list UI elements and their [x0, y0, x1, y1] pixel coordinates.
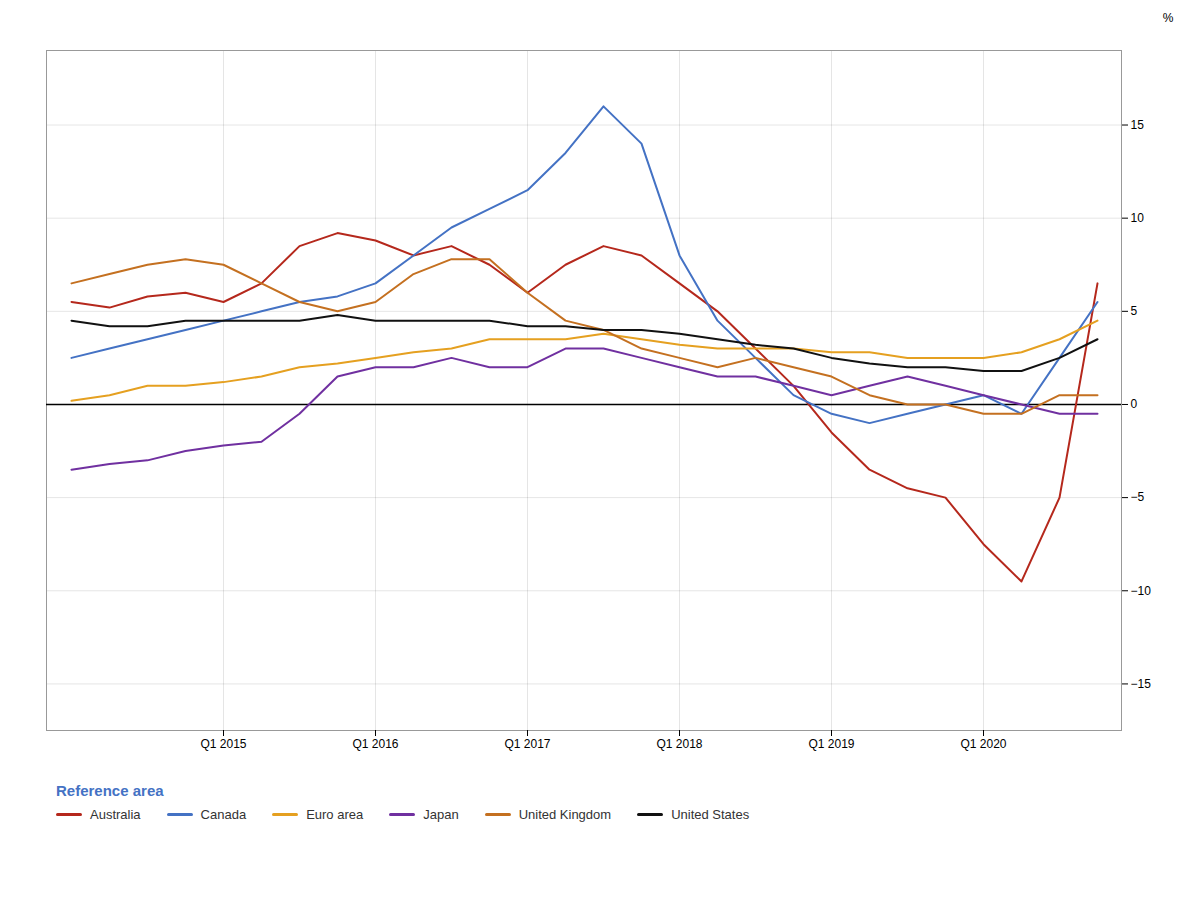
html-text:Euro area: Euro area — [306, 807, 364, 822]
svg-text:Q1 2015: Q1 2015 — [200, 737, 246, 751]
svg-text:5: 5 — [1131, 304, 1138, 318]
html-text:Australia: Australia — [90, 807, 141, 822]
svg-text:10: 10 — [1131, 211, 1145, 225]
svg-text:−15: −15 — [1131, 677, 1152, 691]
svg-text:−10: −10 — [1131, 584, 1152, 598]
svg-text:Q1 2018: Q1 2018 — [656, 737, 702, 751]
html-text:Reference area: Reference area — [56, 782, 164, 799]
svg-text:−5: −5 — [1131, 490, 1145, 504]
html-text:United States: United States — [671, 807, 750, 822]
svg-text:Q1 2016: Q1 2016 — [352, 737, 398, 751]
html-text:Canada: Canada — [200, 807, 247, 822]
svg-text:Q1 2019: Q1 2019 — [808, 737, 854, 751]
svg-text:0: 0 — [1131, 397, 1138, 411]
html-text:United Kingdom: United Kingdom — [518, 807, 612, 822]
html-text:Japan: Japan — [423, 807, 459, 822]
svg-text:%: % — [1163, 11, 1174, 25]
svg-text:Q1 2017: Q1 2017 — [504, 737, 550, 751]
svg-text:Q1 2020: Q1 2020 — [960, 737, 1006, 751]
svg-text:15: 15 — [1131, 118, 1145, 132]
